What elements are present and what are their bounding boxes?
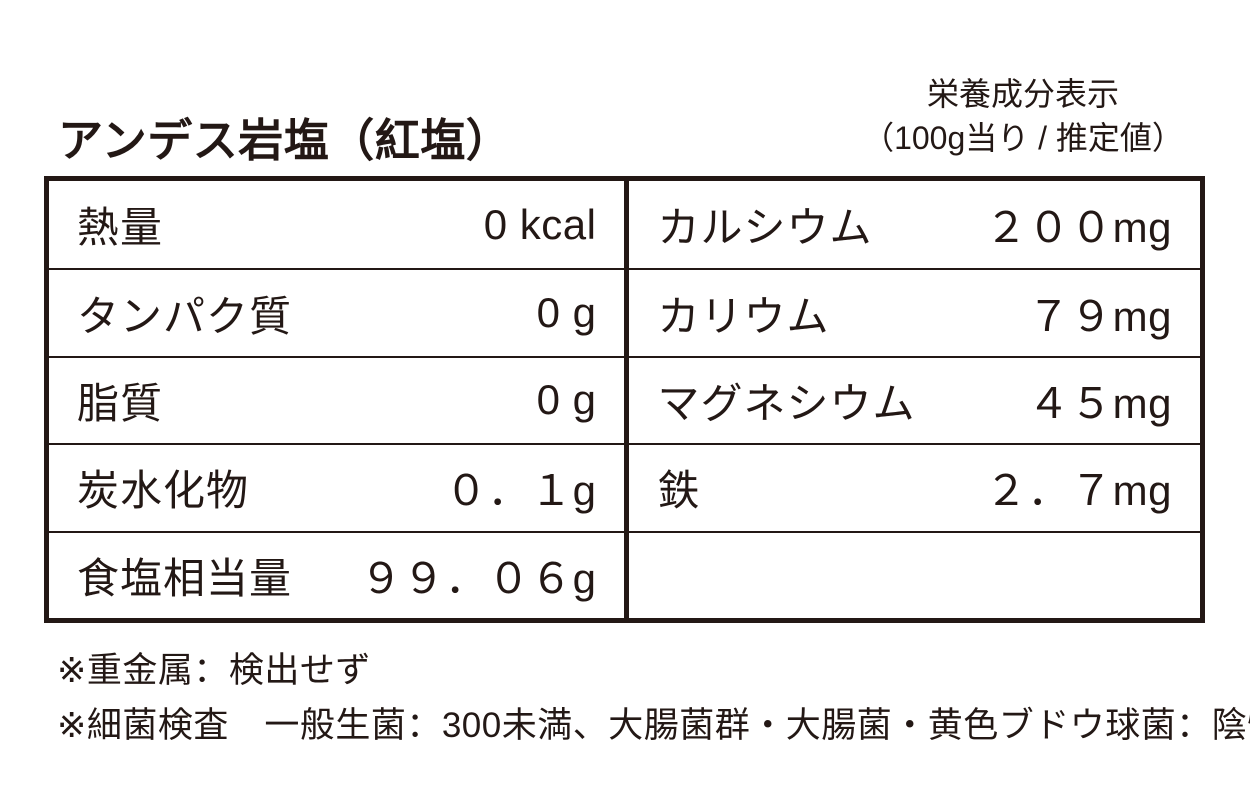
product-title: アンデス岩塩（紅塩） [58,115,512,166]
nutrient-value: ２００mg [985,204,1172,252]
nutrient-label: カリウム [657,292,830,340]
nutrient-label: 脂質 [77,379,164,427]
nutrient-value: ９９．０６g [360,554,597,602]
nutrition-table: 熱量 0 kcal タンパク質 0 g 脂質 0 g 炭水化物 ０．１g 食塩相… [44,176,1205,623]
nutrient-value: ４５mg [1027,379,1172,427]
nutrient-value: 0 g [536,376,597,424]
nutrient-label: 鉄 [657,467,701,515]
nutrition-row-empty [629,530,1200,618]
nutrition-row-energy: 熱量 0 kcal [49,181,630,269]
nutrient-value: 0 g [536,289,597,337]
note-heavy-metals: ※重金属：検出せず [57,651,371,690]
nutrition-row-iron: 鉄 ２．７mg [629,443,1200,530]
nutrient-value: ２．７mg [985,467,1172,515]
nutrient-label: カルシウム [657,204,873,252]
nutrient-label: 熱量 [77,204,164,252]
nutrient-label: 炭水化物 [77,467,250,515]
note-bacteria-test: ※細菌検査 一般生菌：300未満、大腸菌群・大腸菌・黄色ブドウ球菌：陰性 [57,706,1250,745]
nutrient-label: マグネシウム [657,379,916,427]
nutrition-header-basis: （100g当り / 推定値） [862,120,1184,157]
nutrition-row-magnesium: マグネシウム ４５mg [629,355,1200,443]
nutrition-row-salt-equivalent: 食塩相当量 ９９．０６g [49,530,630,618]
nutrition-row-carbohydrate: 炭水化物 ０．１g [49,443,630,531]
nutrition-row-calcium: カルシウム ２００mg [629,181,1200,268]
nutrient-label: タンパク質 [77,292,293,340]
nutrient-value: ７９mg [1027,292,1172,340]
nutrient-label: 食塩相当量 [77,554,293,602]
nutrient-value: ０．１g [445,467,597,515]
nutrition-header: 栄養成分表示 （100g当り / 推定値） [838,72,1208,160]
nutrition-header-title: 栄養成分表示 [926,76,1119,112]
nutrition-row-protein: タンパク質 0 g [49,268,630,356]
nutrition-row-fat: 脂質 0 g [49,355,630,444]
nutrition-row-potassium: カリウム ７９mg [629,268,1200,355]
nutrient-value: 0 kcal [483,200,597,248]
